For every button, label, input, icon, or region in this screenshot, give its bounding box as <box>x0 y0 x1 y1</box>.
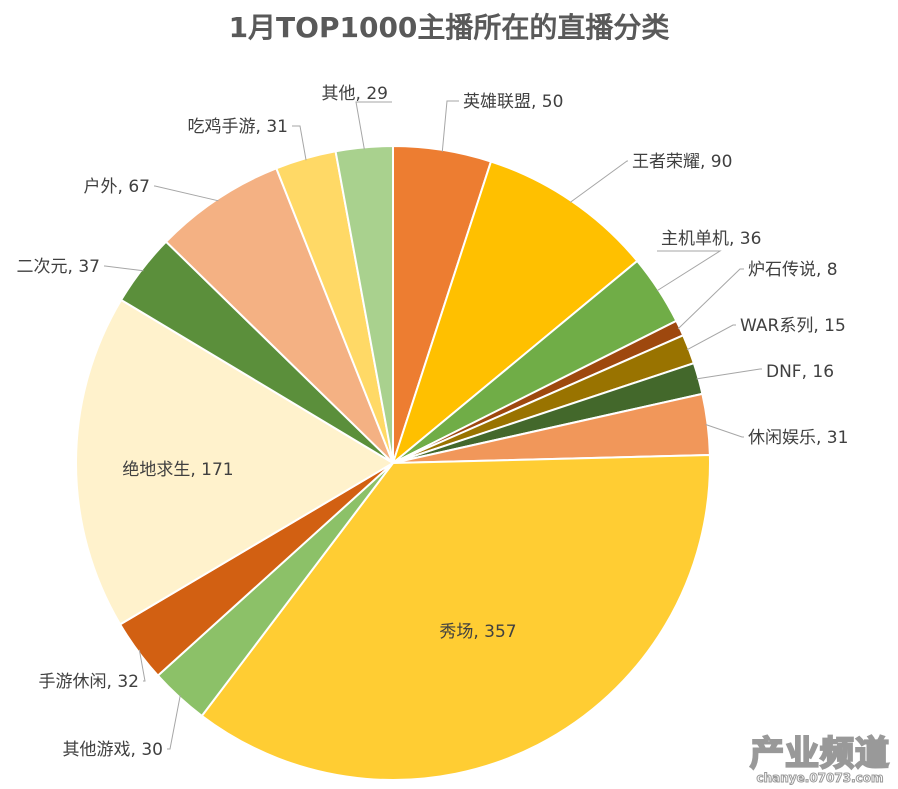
leader-line-14 <box>355 101 392 150</box>
watermark-main: 产业频道 <box>749 733 890 775</box>
data-label-9: 手游休闲, 32 <box>39 672 139 692</box>
watermark-sub: chanye.07073.com <box>756 771 884 786</box>
data-label-14: 其他, 29 <box>322 84 388 104</box>
chart-title: 1月TOP1000主播所在的直播分类 <box>228 11 670 44</box>
watermark-logo: 产业频道 chanye.07073.com <box>749 726 890 786</box>
pie-slice-12 <box>164 166 394 464</box>
pie-slice-7 <box>200 454 711 781</box>
leader-line-6 <box>705 424 744 438</box>
data-label-0: 英雄联盟, 50 <box>463 92 563 112</box>
data-label-3: 炉石传说, 8 <box>748 260 838 280</box>
pie-slice-10 <box>75 298 395 626</box>
data-label-1: 王者荣耀, 90 <box>632 152 732 172</box>
data-label-7: 秀场, 357 <box>439 622 516 642</box>
leader-line-9 <box>138 649 146 682</box>
data-label-13: 吃鸡手游, 31 <box>188 117 288 137</box>
data-label-12: 户外, 67 <box>84 177 150 197</box>
data-label-11: 二次元, 37 <box>17 257 100 277</box>
leader-line-13 <box>292 125 307 161</box>
leader-line-8 <box>167 695 181 750</box>
data-label-8: 其他游戏, 30 <box>63 740 163 760</box>
data-label-5: DNF, 16 <box>766 362 834 382</box>
leader-line-5 <box>696 368 762 380</box>
leader-line-2 <box>656 250 722 292</box>
data-label-2: 主机单机, 36 <box>661 229 761 249</box>
leader-line-11 <box>104 265 144 272</box>
data-label-6: 休闲娱乐, 31 <box>748 428 848 448</box>
leader-line-3 <box>677 268 744 330</box>
leader-line-4 <box>686 324 736 351</box>
leader-line-0 <box>441 100 459 152</box>
data-label-10: 绝地求生, 171 <box>122 460 233 480</box>
pie-slice-1 <box>390 160 639 466</box>
leader-line-12 <box>154 185 219 202</box>
data-label-4: WAR系列, 15 <box>740 316 846 336</box>
leader-line-1 <box>569 160 628 203</box>
